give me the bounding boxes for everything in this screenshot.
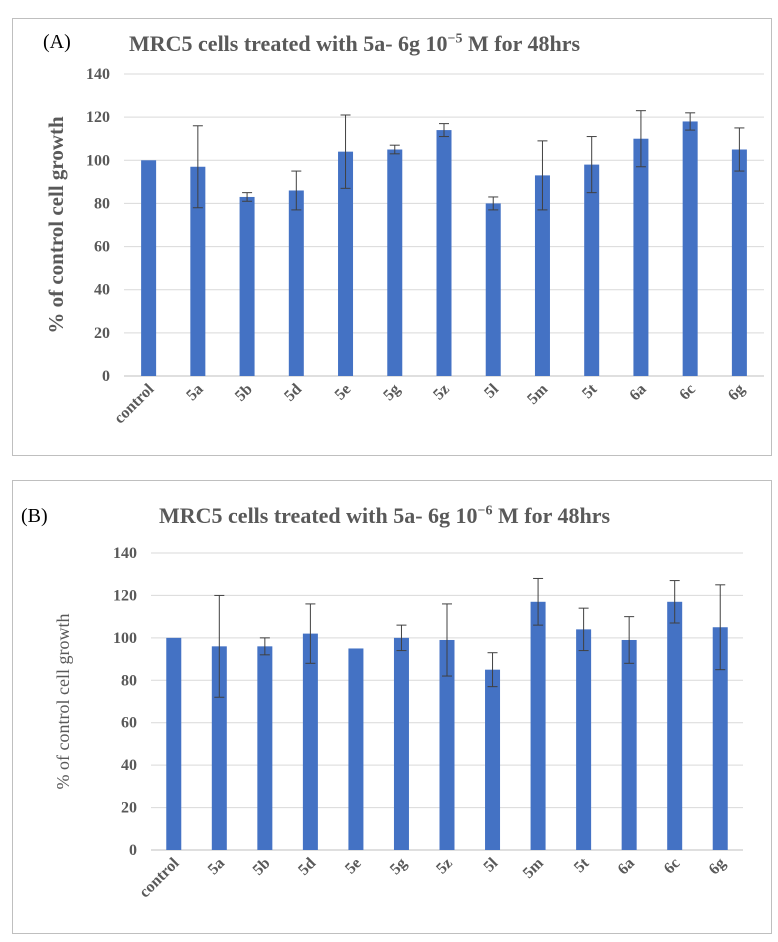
chart-title-text: MRC5 cells treated with 5a- 6g 10 xyxy=(159,503,478,528)
bar xyxy=(239,196,255,376)
y-tick-label: 140 xyxy=(86,66,110,83)
bar xyxy=(439,639,455,850)
x-tick-label: 5z xyxy=(433,855,456,878)
x-tick-label: 6c xyxy=(676,381,699,404)
y-axis-title: % of control cell growth xyxy=(44,116,68,334)
bar xyxy=(534,175,550,376)
panel-label: (A) xyxy=(43,31,71,53)
chart-panel-a: (A) MRC5 cells treated with 5a- 6g 10−5 … xyxy=(12,18,772,456)
x-tick-label: 6g xyxy=(706,855,729,878)
y-tick-label: 60 xyxy=(121,715,137,732)
bar xyxy=(485,669,501,850)
y-tick-label: 140 xyxy=(113,545,137,562)
x-tick-label: 6a xyxy=(615,855,638,878)
chart-title-exponent: −5 xyxy=(447,31,463,47)
y-tick-label: 60 xyxy=(94,239,110,256)
x-tick-label: 5l xyxy=(481,380,502,401)
x-tick-label: 5l xyxy=(481,854,502,875)
bar xyxy=(633,138,649,376)
bar xyxy=(302,633,318,850)
x-tick-label: 5m xyxy=(520,854,548,882)
y-tick-label: 20 xyxy=(94,325,110,342)
x-tick-label: 5e xyxy=(332,381,355,404)
y-axis-title: % of control cell growth xyxy=(53,614,73,790)
y-tick-label: 120 xyxy=(113,587,137,604)
bar xyxy=(348,648,364,850)
bar xyxy=(288,190,304,376)
x-tick-label: control xyxy=(111,380,158,427)
y-tick-label: 100 xyxy=(113,630,137,647)
bar xyxy=(190,166,206,376)
bar xyxy=(387,149,403,376)
y-tick-label: 0 xyxy=(102,368,110,385)
x-tick-label: 5d xyxy=(281,381,305,405)
x-tick-label: 5g xyxy=(380,381,403,404)
bar-chart-a: 0 20 40 60 80 100 120 140 control 5a 5b 5d 5e 5g 5z 5l 5… xyxy=(44,66,764,427)
bar-chart-b: 0 20 40 60 80 100 120 140 control 5a 5b 5d 5e 5g 5z 5l 5… xyxy=(53,545,743,901)
y-tick-label: 20 xyxy=(121,800,137,817)
x-tick-label: 5m xyxy=(524,380,552,408)
y-tick-label: 120 xyxy=(86,109,110,126)
bar xyxy=(338,151,354,376)
x-tick-label: 5a xyxy=(205,855,228,878)
x-tick-label: 6g xyxy=(725,381,748,404)
bar xyxy=(530,601,546,850)
x-tick-label: 5d xyxy=(295,855,319,879)
bar xyxy=(436,130,452,376)
chart-title-exponent: −6 xyxy=(477,503,493,519)
y-tick-label: 0 xyxy=(129,842,137,859)
x-tick-label: 6c xyxy=(661,855,684,878)
chart-title: MRC5 cells treated with 5a- 6g 10−6 M fo… xyxy=(159,503,610,529)
chart-title-text: MRC5 cells treated with 5a- 6g 10 xyxy=(129,31,448,56)
bar xyxy=(731,149,747,376)
chart-title: MRC5 cells treated with 5a- 6g 10−5 M fo… xyxy=(129,31,580,57)
x-tick-label: 5a xyxy=(183,381,206,404)
bar xyxy=(621,639,637,850)
x-tick-label: 5t xyxy=(579,380,601,402)
x-tick-label: 5e xyxy=(342,855,365,878)
panel-label: (B) xyxy=(21,505,48,527)
x-tick-label: 5t xyxy=(571,854,593,876)
bar xyxy=(141,160,157,376)
bar xyxy=(485,203,501,376)
bar xyxy=(667,601,683,850)
y-tick-label: 80 xyxy=(94,195,110,212)
y-tick-label: 40 xyxy=(94,282,110,299)
bar xyxy=(166,637,182,850)
bar xyxy=(712,627,728,850)
x-tick-label: 6a xyxy=(626,381,649,404)
bar xyxy=(576,629,592,850)
x-tick-label: control xyxy=(136,854,183,901)
y-tick-label: 80 xyxy=(121,672,137,689)
x-tick-label: 5b xyxy=(250,855,274,879)
y-tick-label: 100 xyxy=(86,152,110,169)
x-tick-label: 5z xyxy=(430,381,453,404)
x-tick-label: 5b xyxy=(232,381,256,405)
chart-title-suffix: M for 48hrs xyxy=(462,31,581,56)
y-tick-label: 40 xyxy=(121,757,137,774)
bar xyxy=(257,646,273,850)
bar xyxy=(393,637,409,850)
chart-title-suffix: M for 48hrs xyxy=(492,503,611,528)
chart-panel-b: (B) MRC5 cells treated with 5a- 6g 10−6 … xyxy=(12,480,772,934)
bar xyxy=(682,121,698,376)
x-tick-label: 5g xyxy=(387,855,410,878)
bar xyxy=(584,164,600,376)
